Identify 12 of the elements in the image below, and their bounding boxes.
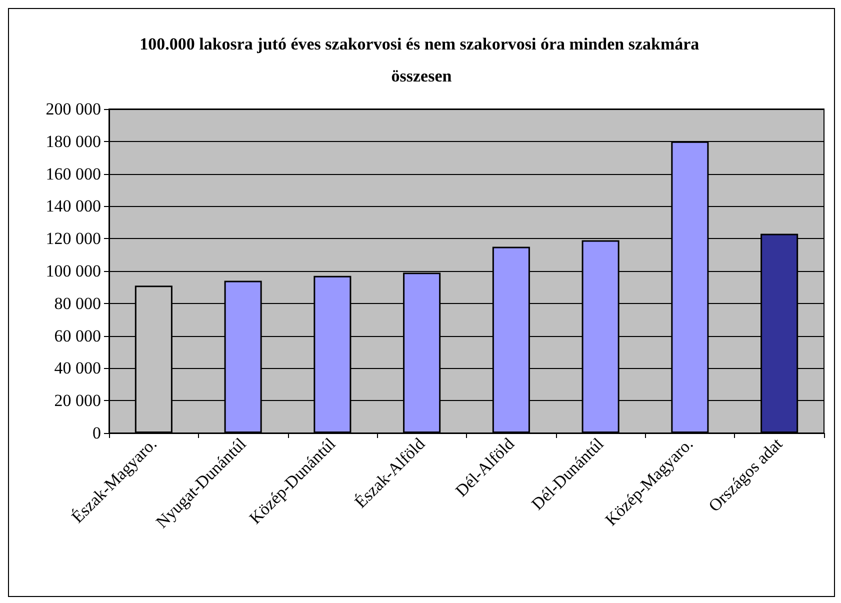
y-tick-label: 40 000 xyxy=(54,358,101,378)
y-tick-label: 180 000 xyxy=(46,132,101,151)
y-tick-label: 60 000 xyxy=(54,326,101,346)
y-tick-label: 80 000 xyxy=(54,294,101,313)
y-tick-label: 100 000 xyxy=(46,262,101,280)
y-tick-label: 160 000 xyxy=(46,164,101,184)
y-tick-label: 140 000 xyxy=(46,196,101,216)
y-tick-label: 120 000 xyxy=(46,229,101,248)
y-tick-label: 20 000 xyxy=(54,391,101,410)
chart-title: 100.000 lakosra jutó éves szakorvosi és nem szakorvosi óra minden szakmára összesen xyxy=(140,34,704,86)
y-tick-label: 200 000 xyxy=(46,100,101,118)
y-tick-label: 0 xyxy=(92,424,101,442)
